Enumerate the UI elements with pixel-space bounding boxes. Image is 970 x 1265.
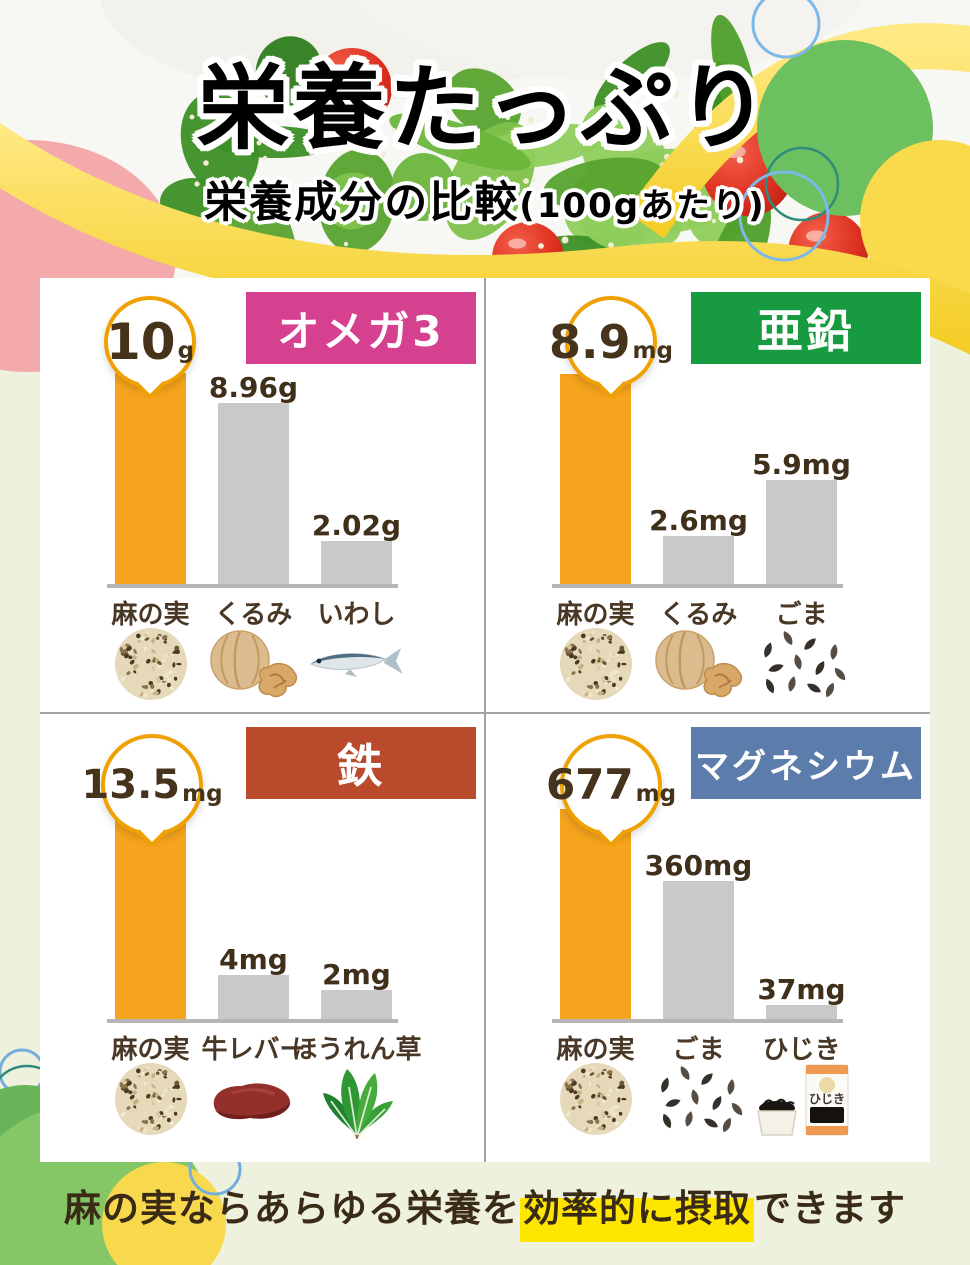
highlight-bar [560, 374, 631, 584]
sardine-icon [305, 624, 409, 704]
divider-horizontal [40, 712, 930, 714]
highlight-bar [115, 373, 186, 584]
bar [766, 480, 837, 584]
nutrient-header: 亜鉛 [691, 292, 921, 364]
footer-message: 麻の実ならあらゆる栄養を効率的に摂取できます [0, 1178, 970, 1242]
page-subtitle: 栄養成分の比較(100gあたり) [0, 168, 970, 230]
bar-category-label: ほうれん草 [291, 1035, 422, 1065]
bar-category-label: 麻の実 [111, 1035, 190, 1065]
chart-quadrant: オメガ3 10 g 麻の実 8.96g くるみ 2.02g いわし [40, 278, 485, 713]
bubble-value: 10 [105, 313, 176, 371]
nutrient-header: オメガ3 [246, 292, 476, 364]
highlight-bar [560, 809, 631, 1019]
bar-category-label: ごま [672, 1035, 725, 1065]
hemp-seeds-icon [544, 1059, 648, 1139]
blue-ring-top [751, 0, 821, 59]
nutrient-header: 鉄 [246, 727, 476, 799]
bar [766, 1005, 837, 1019]
subtitle-text: 栄養成分の比較 [204, 178, 520, 228]
bar-value-label: 8.96g [208, 371, 299, 404]
divider-vertical [484, 278, 486, 1162]
chart-panel: オメガ3 10 g 麻の実 8.96g くるみ 2.02g いわし 亜鉛 8.9 mg 麻の… [40, 278, 930, 1162]
bar-value-label: 360mg [644, 849, 753, 882]
spinach-icon [305, 1059, 409, 1139]
value-bubble: 10 g [104, 296, 196, 388]
axis-baseline [552, 584, 843, 588]
hemp-seeds-icon [99, 1059, 203, 1139]
subtitle-note: (100gあたり) [519, 186, 766, 226]
bubble-unit: mg [182, 781, 223, 807]
footer-text-before: 麻の実ならあらゆる栄養を [64, 1187, 520, 1230]
bar-value-label: 2.6mg [649, 504, 748, 537]
bubble-unit: g [177, 338, 195, 364]
bar [663, 881, 734, 1019]
bar-category-label: 麻の実 [556, 600, 635, 630]
nutrient-name: マグネシウム [695, 746, 917, 787]
chart-quadrant: マグネシウム 677 mg 麻の実 360mg ごま 37mg ひじき ひじき [485, 713, 930, 1162]
bar-category-label: くるみ [214, 600, 293, 630]
bubble-unit: mg [635, 781, 677, 807]
yellow-circle-bottom [102, 1162, 226, 1265]
page-title: 栄養たっぷり [196, 55, 773, 162]
bar-value-label: 4mg [219, 943, 288, 976]
bar [321, 541, 392, 584]
bar-value-label: 2.02g [311, 509, 402, 542]
nutrient-name: 鉄 [336, 739, 386, 793]
chart-quadrant: 鉄 13.5 mg 麻の実 4mg 牛レバー 2mg ほうれん草 [40, 713, 485, 1162]
bar-category-label: くるみ [659, 600, 738, 630]
bar-category-label: ひじき [762, 1035, 841, 1065]
bar [218, 975, 289, 1019]
sesame-icon [750, 624, 854, 704]
bar-value-label: 37mg [757, 973, 846, 1006]
beef-liver-icon [202, 1059, 306, 1139]
bubble-value: 8.9 [549, 315, 631, 369]
bar [218, 403, 289, 584]
bar-category-label: 麻の実 [111, 600, 190, 630]
axis-baseline [552, 1019, 843, 1023]
bar-category-label: 牛レバー [201, 1035, 306, 1065]
walnut-icon [647, 624, 751, 704]
yellow-circle-decoration [860, 140, 970, 300]
bubble-unit: mg [632, 338, 673, 364]
value-bubble: 13.5 mg [81, 734, 223, 836]
bar [663, 536, 734, 584]
footer-highlight: 効率的に摂取 [520, 1187, 754, 1242]
chart-quadrant: 亜鉛 8.9 mg 麻の実 2.6mg くるみ 5.9mg ごま [485, 278, 930, 713]
sesame-icon [647, 1059, 751, 1139]
bar-value-label: 5.9mg [752, 448, 851, 481]
bar [321, 990, 392, 1019]
blue-ring-mid [738, 170, 830, 262]
teal-ring [764, 146, 840, 222]
bar-category-label: ごま [775, 600, 828, 630]
hemp-seeds-icon [544, 624, 648, 704]
value-bubble: 8.9 mg [549, 296, 673, 388]
bar-category-label: 麻の実 [556, 1035, 635, 1065]
bubble-value: 13.5 [81, 762, 181, 808]
bubble-value: 677 [545, 760, 634, 809]
bar-value-label: 2mg [322, 958, 391, 991]
bar-category-label: いわし [317, 600, 396, 630]
nutrient-name: 亜鉛 [757, 304, 855, 358]
axis-baseline [107, 1019, 398, 1023]
svg-text:ひじき: ひじき [808, 1092, 844, 1106]
axis-baseline [107, 584, 398, 588]
hijiki-icon: ひじき [750, 1059, 854, 1139]
value-bubble: 677 mg [546, 734, 676, 836]
nutrient-name: オメガ3 [277, 306, 445, 356]
footer-text-after: できます [754, 1187, 906, 1230]
walnut-icon [202, 624, 306, 704]
hemp-seeds-icon [99, 624, 203, 704]
nutrient-header: マグネシウム [691, 727, 921, 799]
